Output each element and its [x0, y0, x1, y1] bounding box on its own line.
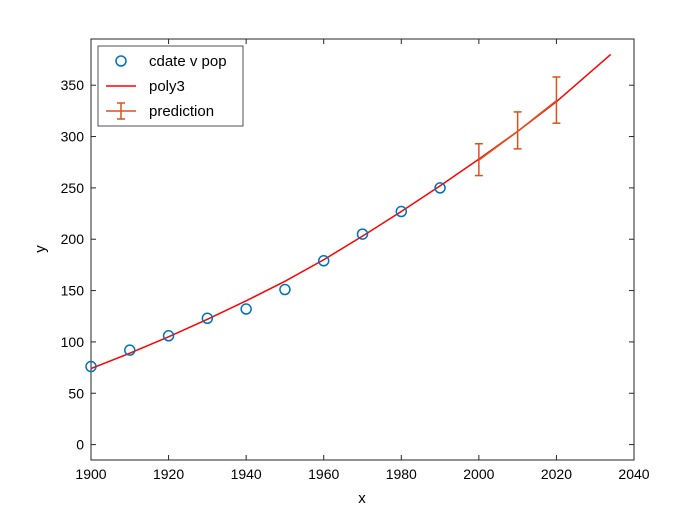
chart-marks — [85, 53, 612, 373]
data-point — [434, 182, 446, 194]
data-point — [395, 205, 408, 218]
data-point — [85, 360, 97, 373]
y-tick-label: 350 — [61, 77, 85, 93]
legend-symbols — [106, 55, 136, 120]
x-tick-label: 1920 — [153, 466, 184, 482]
legend-symbol-prediction — [106, 102, 136, 120]
x-tick-label: 1980 — [386, 466, 417, 482]
x-tick-label: 1900 — [75, 466, 106, 482]
data-point — [240, 303, 252, 315]
prediction-errorbar — [513, 111, 522, 150]
data-point — [279, 283, 291, 296]
y-tick-label: 150 — [61, 283, 85, 299]
tick-labels: 1900 1920 1940 1960 1980 2000 2020 2040 0 50 100 15… — [61, 77, 650, 482]
axis-ticks — [90, 39, 635, 460]
y-tick-label: 300 — [61, 129, 85, 145]
data-point — [317, 255, 330, 267]
legend-symbol-scatter — [115, 55, 127, 67]
legend-label-prediction: prediction — [149, 103, 214, 120]
y-tick-label: 200 — [61, 231, 85, 247]
prediction-errorbar — [552, 76, 561, 124]
data-point — [162, 330, 175, 342]
x-tick-label: 2020 — [541, 466, 572, 482]
y-tick-label: 0 — [76, 437, 84, 453]
legend-label-scatter: cdate v pop — [149, 53, 227, 70]
x-axis-title: x — [358, 490, 366, 507]
prediction-line — [478, 100, 557, 161]
x-tick-label: 2040 — [618, 466, 649, 482]
data-point — [124, 344, 136, 356]
legend-label-poly3: poly3 — [149, 78, 185, 95]
y-tick-label: 250 — [61, 180, 85, 196]
x-tick-label: 1960 — [308, 466, 339, 482]
y-axis-title: y — [32, 245, 49, 253]
x-tick-label: 2000 — [463, 466, 494, 482]
y-tick-label: 50 — [68, 385, 84, 401]
y-tick-label: 100 — [61, 334, 85, 350]
data-point — [356, 228, 369, 240]
data-point — [201, 312, 214, 325]
x-tick-label: 1940 — [231, 466, 262, 482]
legend: cdate v pop poly3 prediction — [97, 45, 244, 127]
